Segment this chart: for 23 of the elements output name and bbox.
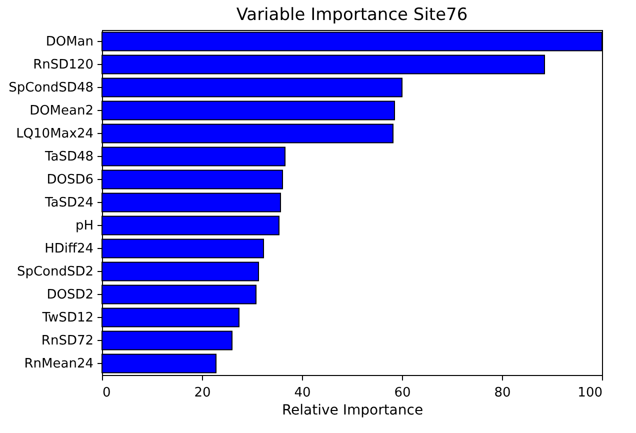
y-tick-label: pH (75, 218, 94, 234)
y-tick-label: DOSD6 (46, 172, 94, 188)
y-tick-label: DOMean2 (30, 104, 94, 118)
x-axis-title: Relative Importance (282, 402, 424, 418)
x-tick-label: 100 (578, 386, 602, 400)
y-tick-label: LQ10Max24 (16, 126, 94, 142)
x-tick-label: 20 (194, 386, 211, 400)
y-tick-label: SpCondSD48 (8, 80, 94, 96)
y-tick-label: SpCondSD2 (16, 264, 94, 280)
y-tick-label: RnSD120 (33, 58, 94, 72)
y-tick-label: DOMan (46, 34, 94, 50)
y-tick-label: DOSD2 (46, 288, 94, 302)
y-tick-label: RnMean24 (24, 356, 94, 372)
y-tick-label: TaSD24 (44, 196, 94, 210)
x-tick-label: 40 (294, 386, 311, 400)
x-tick-label: 80 (494, 386, 511, 400)
y-tick-label: RnSD72 (41, 334, 94, 348)
chart-title: Variable Importance Site76 (236, 5, 468, 25)
y-tick-label: TaSD48 (44, 150, 94, 164)
x-tick-label: 0 (102, 386, 111, 400)
y-tick-label: HDiff24 (44, 242, 94, 256)
y-tick-label: TwSD12 (41, 310, 94, 326)
x-tick-label: 60 (394, 386, 411, 400)
